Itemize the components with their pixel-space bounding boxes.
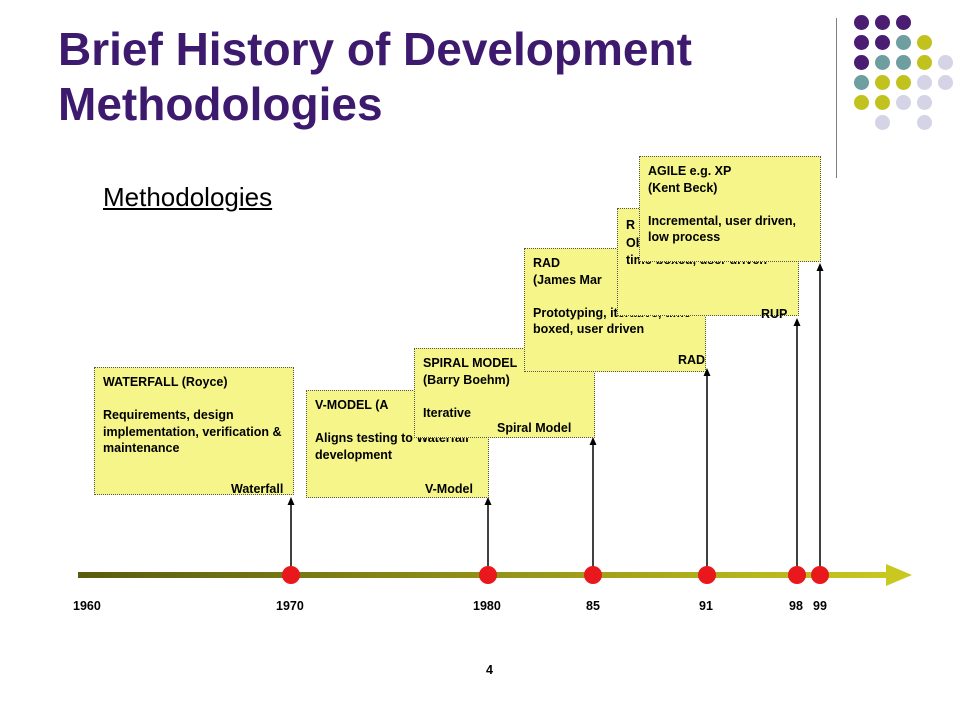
marker-label-rup: RUP (761, 307, 788, 321)
decorative-dot (917, 95, 932, 110)
decorative-dot (938, 75, 953, 90)
event-dot-spiral-model (584, 566, 602, 584)
event-dot-v-model (479, 566, 497, 584)
event-arrowhead-v-model (484, 497, 492, 505)
year-label-v-model: 1980 (473, 599, 501, 613)
box-agile: AGILE e.g. XP (Kent Beck) Incremental, u… (639, 156, 821, 262)
marker-label-v-model: V-Model (425, 482, 473, 496)
decorative-dot (854, 35, 869, 50)
decorative-dot (896, 95, 911, 110)
decorative-dot (875, 35, 890, 50)
year-label-rad: 91 (699, 599, 713, 613)
decorative-dot (854, 75, 869, 90)
year-label-rup: 98 (789, 599, 803, 613)
event-arrowhead-agile (816, 263, 824, 271)
decorative-dot (854, 95, 869, 110)
slide-title: Brief History of Development Methodologi… (58, 23, 692, 130)
page-number: 4 (486, 663, 493, 677)
year-label-spiral: 85 (586, 599, 600, 613)
decorative-dot (875, 75, 890, 90)
event-dot-waterfall (282, 566, 300, 584)
decorative-dot (875, 95, 890, 110)
event-arrowhead-rup (793, 318, 801, 326)
decorative-dot (875, 15, 890, 30)
box-spiral-model: SPIRAL MODEL (Barry Boehm) Iterative (414, 348, 595, 438)
decorative-dot (875, 115, 890, 130)
decorative-dot (875, 55, 890, 70)
event-dot-rup (788, 566, 806, 584)
slide-subtitle: Methodologies (103, 182, 273, 212)
year-label-waterfall: 1970 (276, 599, 304, 613)
decorative-dot (917, 35, 932, 50)
divider-line (836, 18, 837, 178)
event-arrowhead-spiral-model (589, 437, 597, 445)
event-dot-rad (698, 566, 716, 584)
box-waterfall: WATERFALL (Royce) Requirements, design i… (94, 367, 294, 495)
decorative-dot (854, 55, 869, 70)
event-arrowhead-rad (703, 368, 711, 376)
decorative-dot (917, 75, 932, 90)
decorative-dot-grid (850, 14, 960, 164)
decorative-dot (896, 75, 911, 90)
event-dot-agile (811, 566, 829, 584)
decorative-dot (896, 35, 911, 50)
year-label-agile: 99 (813, 599, 827, 613)
marker-label-spiral-model: Spiral Model (497, 421, 572, 435)
decorative-dot (896, 55, 911, 70)
marker-label-waterfall: Waterfall (231, 482, 284, 496)
event-arrowhead-waterfall (287, 497, 295, 505)
marker-label-rad: RAD (678, 353, 706, 367)
decorative-dot (896, 15, 911, 30)
decorative-dot (917, 115, 932, 130)
year-label-start: 1960 (73, 599, 101, 613)
decorative-dot (938, 55, 953, 70)
decorative-dot (917, 55, 932, 70)
timeline-arrowhead (886, 564, 912, 586)
decorative-dot (854, 15, 869, 30)
